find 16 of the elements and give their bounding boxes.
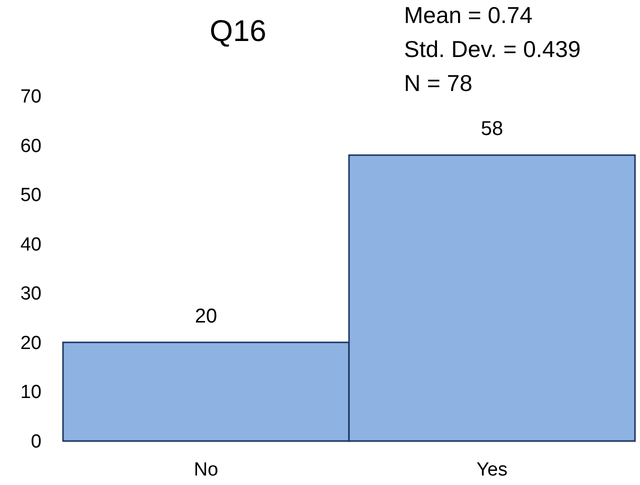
y-tick-label: 30 [20, 284, 42, 305]
y-tick-label: 70 [20, 86, 42, 108]
y-tick-label: 50 [20, 185, 42, 206]
text: Mean = 0.74 [404, 2, 533, 28]
chart-title: Q16 [210, 15, 266, 48]
data-label: 20 [194, 305, 218, 328]
y-tick-label: 20 [20, 332, 42, 354]
y-tick-label: 40 [20, 234, 42, 256]
text: N = 78 [404, 70, 472, 96]
data-label: 58 [480, 118, 504, 140]
x-tick-label: Yes [476, 460, 508, 480]
x-tick-label: No [194, 460, 218, 480]
y-tick-label: 0 [30, 432, 42, 452]
y-tick-label: 10 [20, 382, 42, 404]
text: Std. Dev. = 0.439 [404, 36, 581, 62]
y-tick-label: 60 [20, 136, 42, 157]
